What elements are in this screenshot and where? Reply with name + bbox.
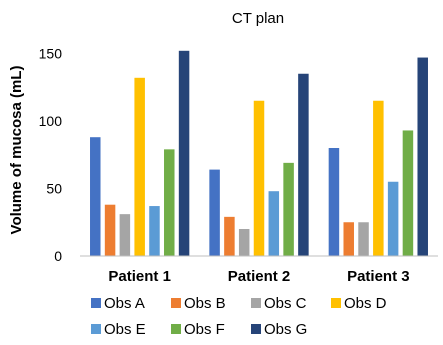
legend-swatch xyxy=(331,298,341,308)
y-tick-label: 100 xyxy=(39,113,63,129)
y-axis-label: Volume of mucosa (mL) xyxy=(8,66,25,235)
legend-label: Obs D xyxy=(344,295,387,312)
legend-label: Obs F xyxy=(184,321,225,338)
bar-obs-f-2 xyxy=(283,162,294,256)
bar-obs-e-2 xyxy=(268,191,280,256)
bar-obs-c-1 xyxy=(119,214,131,256)
bar-obs-a-1 xyxy=(90,137,101,256)
legend-label: Obs E xyxy=(104,321,146,338)
legend-label: Obs G xyxy=(264,321,307,338)
bar-obs-e-3 xyxy=(387,181,399,256)
y-tick-label: 150 xyxy=(39,46,63,62)
bar-obs-d-2 xyxy=(253,100,265,256)
bar-obs-f-3 xyxy=(402,130,414,256)
legend-swatch xyxy=(91,324,101,334)
legend-swatch xyxy=(171,324,181,334)
bar-obs-d-1 xyxy=(134,77,145,256)
bar-obs-d-3 xyxy=(373,100,384,256)
bar-obs-a-2 xyxy=(209,169,220,256)
x-tick-label: Patient 3 xyxy=(347,268,410,285)
legend-swatch xyxy=(171,298,181,308)
legend-swatch xyxy=(251,324,261,334)
bar-obs-b-1 xyxy=(104,204,116,256)
bar-obs-e-1 xyxy=(149,206,160,256)
x-tick-label: Patient 2 xyxy=(228,268,291,285)
y-tick-label: 50 xyxy=(46,181,62,197)
bar-obs-c-2 xyxy=(238,229,250,256)
bar-obs-b-3 xyxy=(343,222,354,256)
legend-swatch xyxy=(251,298,261,308)
bar-obs-g-2 xyxy=(298,73,309,256)
legend-swatch xyxy=(91,298,101,308)
y-tick-label: 0 xyxy=(54,248,62,264)
bar-obs-g-1 xyxy=(178,50,190,256)
x-tick-label: Patient 1 xyxy=(108,268,171,285)
bar-obs-f-1 xyxy=(164,149,175,256)
bar-obs-g-3 xyxy=(417,57,428,256)
legend-label: Obs C xyxy=(264,295,307,312)
chart-title: CT plan xyxy=(232,10,284,27)
legend-label: Obs A xyxy=(104,295,145,312)
bar-obs-b-2 xyxy=(224,216,235,256)
bar-obs-c-3 xyxy=(358,222,369,256)
legend-label: Obs B xyxy=(184,295,226,312)
bar-obs-a-3 xyxy=(328,148,340,256)
